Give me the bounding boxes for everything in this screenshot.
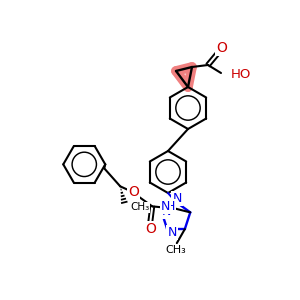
Text: O: O [217, 41, 227, 55]
Text: N: N [160, 200, 170, 213]
Text: CH₃: CH₃ [130, 202, 149, 212]
Text: HO: HO [231, 68, 251, 80]
Text: O: O [145, 222, 156, 236]
Text: N: N [162, 205, 171, 218]
Text: H: H [166, 200, 175, 213]
Text: CH₃: CH₃ [165, 245, 186, 255]
Text: O: O [128, 185, 139, 200]
Text: N: N [167, 226, 177, 238]
Text: N: N [172, 191, 182, 205]
